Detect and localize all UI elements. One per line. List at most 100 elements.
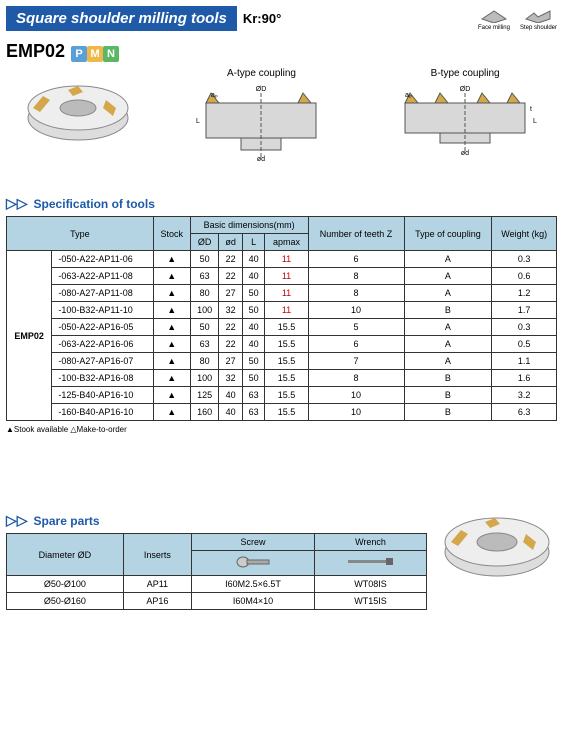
data-cell: 160 xyxy=(190,404,219,421)
data-cell: ▲ xyxy=(153,268,190,285)
data-cell: 15.5 xyxy=(265,387,308,404)
svg-text:aₚ: aₚ xyxy=(405,92,412,99)
data-cell: 10 xyxy=(308,302,404,319)
data-cell: ▲ xyxy=(153,285,190,302)
b-coupling-caption: B-type coupling xyxy=(385,68,545,79)
chevron-icon: ▷▷ xyxy=(6,195,28,212)
title-bar: Square shoulder milling tools Kr:90° Fac… xyxy=(6,6,557,31)
data-cell: 15.5 xyxy=(265,404,308,421)
data-cell: 15.5 xyxy=(265,370,308,387)
data-cell: 22 xyxy=(219,251,242,268)
svg-text:L: L xyxy=(533,118,537,125)
data-cell: A xyxy=(404,336,492,353)
step-shoulder-label: Step shoulder xyxy=(520,25,557,31)
spare-product-photo xyxy=(437,504,557,594)
data-cell: 7 xyxy=(308,353,404,370)
th-weight: Weight (kg) xyxy=(492,217,557,251)
data-cell: B xyxy=(404,370,492,387)
data-cell: 15.5 xyxy=(265,336,308,353)
data-cell: 80 xyxy=(190,353,219,370)
b-coupling-diagram: ØD aₚ L t ød xyxy=(385,83,545,183)
product-code: EMP02 xyxy=(6,41,65,62)
page-title: Square shoulder milling tools xyxy=(6,6,237,31)
data-cell: 1.1 xyxy=(492,353,557,370)
data-cell: 11 xyxy=(265,302,308,319)
th-diameter: Diameter ØD xyxy=(7,534,124,576)
data-cell: I60M2.5×6.5T xyxy=(192,576,315,593)
spec-row: -063-A22-AP11-08▲632240118A0.6 xyxy=(7,268,557,285)
spec-row: -050-A22-AP16-05▲50224015.55A0.3 xyxy=(7,319,557,336)
data-cell: 50 xyxy=(242,353,265,370)
data-cell: Ø50-Ø100 xyxy=(7,576,124,593)
data-cell: 32 xyxy=(219,302,242,319)
th-L: L xyxy=(242,234,265,251)
svg-text:ØD: ØD xyxy=(256,86,267,93)
data-cell: 50 xyxy=(190,319,219,336)
data-cell: 40 xyxy=(242,251,265,268)
data-cell: 40 xyxy=(242,268,265,285)
data-cell: 10 xyxy=(308,387,404,404)
data-cell: AP16 xyxy=(123,593,191,610)
svg-text:L: L xyxy=(196,118,200,125)
data-cell: 8 xyxy=(308,370,404,387)
data-cell: 6 xyxy=(308,251,404,268)
data-cell: A xyxy=(404,353,492,370)
data-cell: ▲ xyxy=(153,387,190,404)
screw-icon xyxy=(192,551,315,576)
svg-text:aₚ: aₚ xyxy=(211,92,218,99)
step-shoulder-icon: Step shoulder xyxy=(520,7,557,31)
data-cell: 50 xyxy=(242,302,265,319)
data-cell: 22 xyxy=(219,319,242,336)
data-cell: A xyxy=(404,285,492,302)
spare-row: Ø50-Ø100AP11I60M2.5×6.5TWT08IS xyxy=(7,576,427,593)
data-cell: ▲ xyxy=(153,319,190,336)
data-cell: 11 xyxy=(265,285,308,302)
data-cell: 0.3 xyxy=(492,251,557,268)
data-cell: 63 xyxy=(190,336,219,353)
data-cell: 22 xyxy=(219,268,242,285)
type-cell: -050-A22-AP16-05 xyxy=(52,319,153,336)
data-cell: 15.5 xyxy=(265,319,308,336)
type-cell: -160-B40-AP16-10 xyxy=(52,404,153,421)
type-cell: -125-B40-AP16-10 xyxy=(52,387,153,404)
data-cell: 11 xyxy=(265,268,308,285)
data-cell: 63 xyxy=(190,268,219,285)
data-cell: 63 xyxy=(242,387,265,404)
spec-row: -080-A27-AP16-07▲80275015.57A1.1 xyxy=(7,353,557,370)
data-cell: ▲ xyxy=(153,336,190,353)
data-cell: A xyxy=(404,268,492,285)
type-cell: -100-B32-AP16-08 xyxy=(52,370,153,387)
th-inserts: Inserts xyxy=(123,534,191,576)
spec-table: Type Stock Basic dimensions(mm) Number o… xyxy=(6,216,557,421)
svg-text:ØD: ØD xyxy=(460,86,471,93)
data-cell: 100 xyxy=(190,370,219,387)
type-cell: -050-A22-AP11-06 xyxy=(52,251,153,268)
spec-row: -100-B32-AP16-08▲100325015.58B1.6 xyxy=(7,370,557,387)
stock-legend: ▲Stook available △Make-to-order xyxy=(6,425,557,434)
type-cell: -063-A22-AP16-06 xyxy=(52,336,153,353)
spec-row: -063-A22-AP16-06▲63224015.56A0.5 xyxy=(7,336,557,353)
data-cell: 10 xyxy=(308,404,404,421)
data-cell: 0.3 xyxy=(492,319,557,336)
data-cell: 32 xyxy=(219,370,242,387)
th-ap: apmax xyxy=(265,234,308,251)
svg-text:ød: ød xyxy=(257,156,265,163)
data-cell: 40 xyxy=(242,319,265,336)
data-cell: 8 xyxy=(308,268,404,285)
th-stock: Stock xyxy=(153,217,190,251)
data-cell: 11 xyxy=(265,251,308,268)
data-cell: 80 xyxy=(190,285,219,302)
data-cell: 27 xyxy=(219,285,242,302)
data-cell: 1.7 xyxy=(492,302,557,319)
th-screw: Screw xyxy=(192,534,315,551)
data-cell: 0.5 xyxy=(492,336,557,353)
data-cell: ▲ xyxy=(153,404,190,421)
material-badge-m: M xyxy=(87,46,103,62)
spec-row: -080-A27-AP11-08▲802750118A1.2 xyxy=(7,285,557,302)
data-cell: 6.3 xyxy=(492,404,557,421)
data-cell: 40 xyxy=(219,387,242,404)
data-cell: 5 xyxy=(308,319,404,336)
data-cell: 50 xyxy=(242,370,265,387)
face-milling-icon: Face milling xyxy=(478,7,510,31)
data-cell: 63 xyxy=(242,404,265,421)
